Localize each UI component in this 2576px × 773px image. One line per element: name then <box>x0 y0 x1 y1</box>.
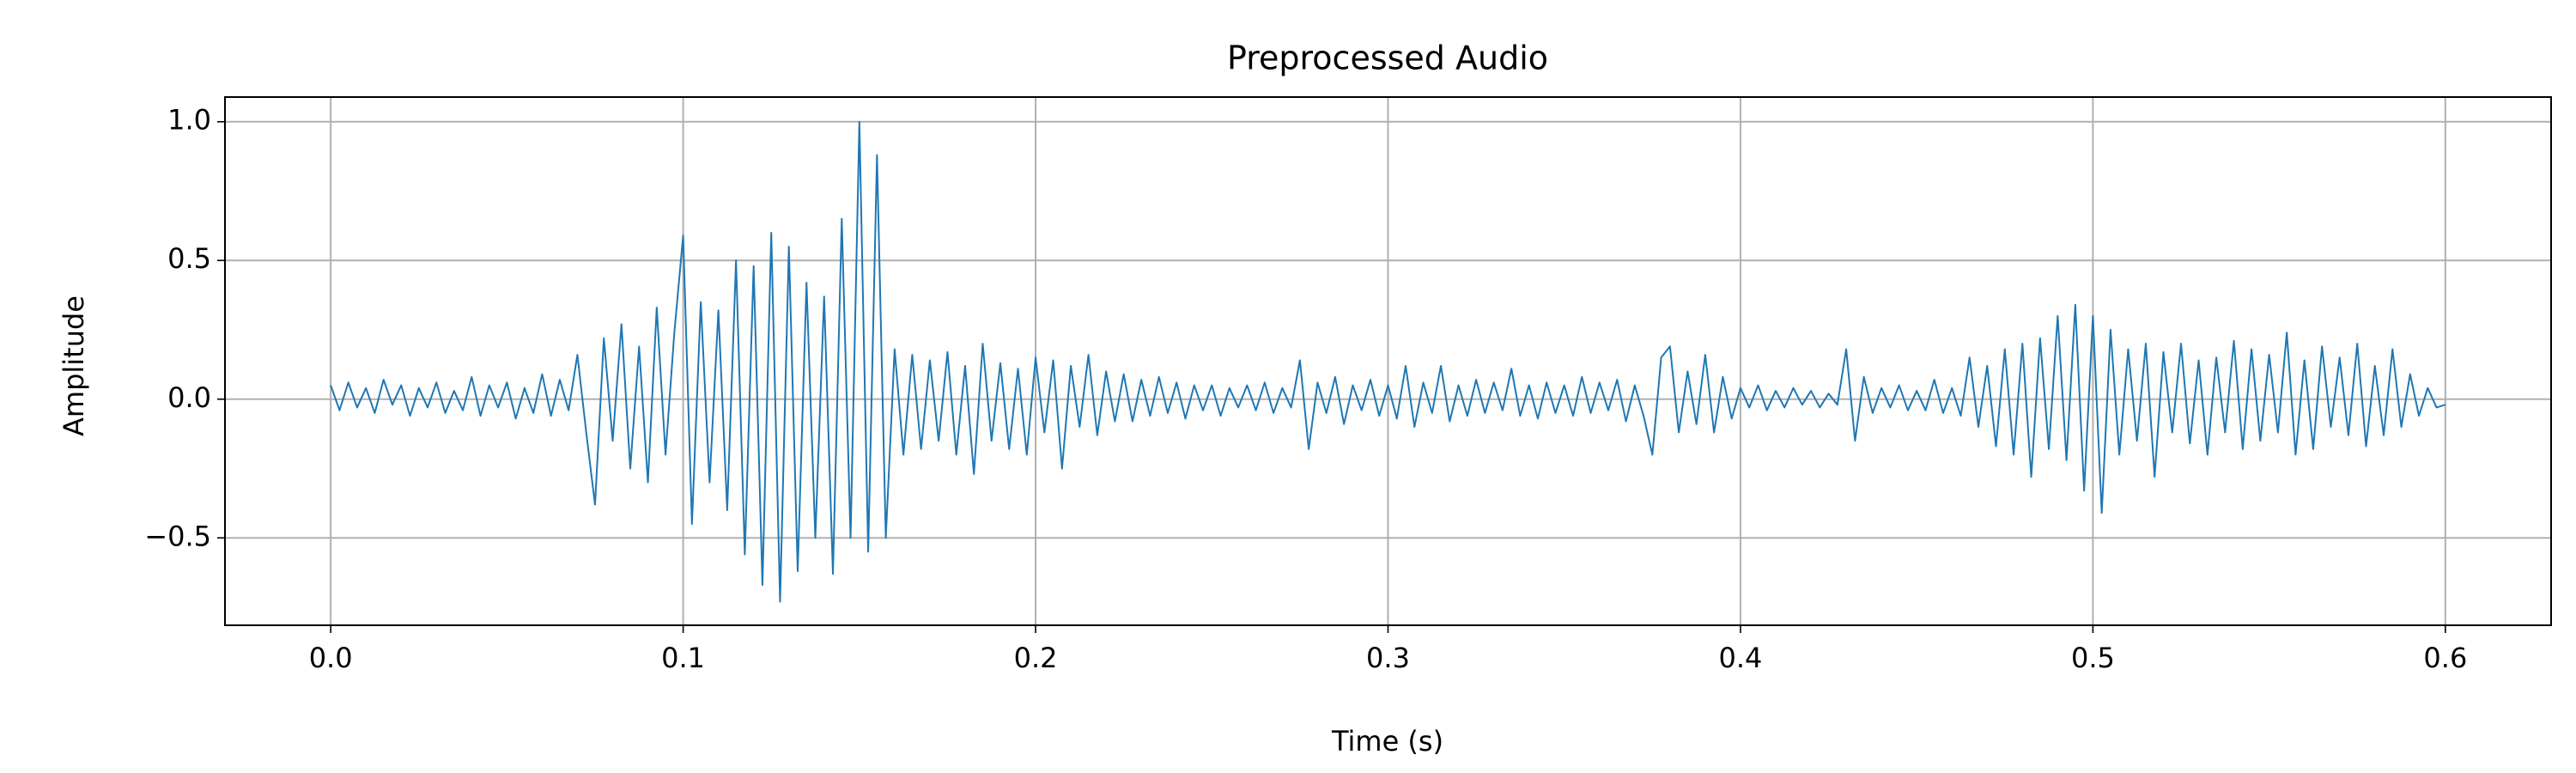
x-tick-label: 0.1 <box>661 642 705 674</box>
x-axis-label: Time (s) <box>1331 725 1443 758</box>
plot-frame <box>224 96 2552 626</box>
waveform-line <box>330 120 2446 603</box>
x-tick-label: 0.0 <box>309 642 353 674</box>
y-tick-label: 1.0 <box>167 104 211 137</box>
x-tick-label: 0.4 <box>1719 642 1763 674</box>
y-tick-label: 0.0 <box>167 381 211 414</box>
y-tick-label: −0.5 <box>144 520 211 552</box>
x-tick-label: 0.5 <box>2071 642 2115 674</box>
x-tick-label: 0.6 <box>2423 642 2467 674</box>
chart-title: Preprocessed Audio <box>1227 40 1548 77</box>
x-tick-label: 0.2 <box>1014 642 1058 674</box>
y-axis-label: Amplitude <box>58 295 90 436</box>
x-tick-label: 0.3 <box>1366 642 1410 674</box>
y-tick-label: 0.5 <box>167 242 211 275</box>
